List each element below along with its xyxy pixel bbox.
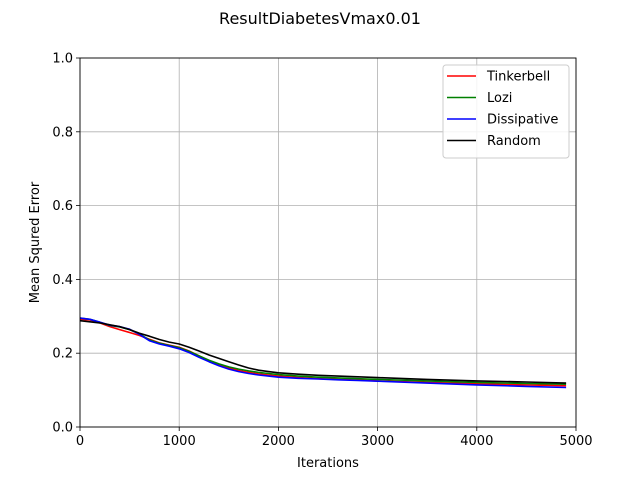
legend-box <box>442 64 570 159</box>
y-tick-label: 0.6 <box>52 199 73 214</box>
chart-title: ResultDiabetesVmax0.01 <box>219 9 421 28</box>
plot-frame <box>79 57 577 428</box>
ticks: 0 1000 2000 3000 4000 5000 0.0 0.2 0.4 0.6 0.8 1.0 <box>52 52 592 450</box>
y-tick-label: 0.2 <box>52 347 73 362</box>
x-tick-label: 5000 <box>559 434 592 449</box>
x-tick-label: 1000 <box>163 434 196 449</box>
legend: Tinkerbell Lozi Dissipative Random <box>442 64 570 159</box>
y-tick-label: 0.0 <box>52 421 73 436</box>
y-tick-label: 1.0 <box>52 52 73 67</box>
x-tick-label: 3000 <box>361 434 394 449</box>
y-axis-title: Mean Squred Error <box>28 181 43 303</box>
x-tick-label: 2000 <box>262 434 295 449</box>
x-axis-title: Iterations <box>297 456 359 471</box>
x-tick-label: 4000 <box>460 434 493 449</box>
legend-label: Dissipative <box>487 113 558 128</box>
legend-label: Tinkerbell <box>486 70 550 85</box>
series-layer <box>79 317 567 389</box>
series-line-random <box>79 319 567 384</box>
legend-label: Random <box>487 134 541 149</box>
legend-label: Lozi <box>487 91 512 106</box>
y-tick-label: 0.4 <box>52 273 73 288</box>
x-tick-label: 0 <box>76 434 84 449</box>
y-tick-label: 0.8 <box>52 125 73 140</box>
